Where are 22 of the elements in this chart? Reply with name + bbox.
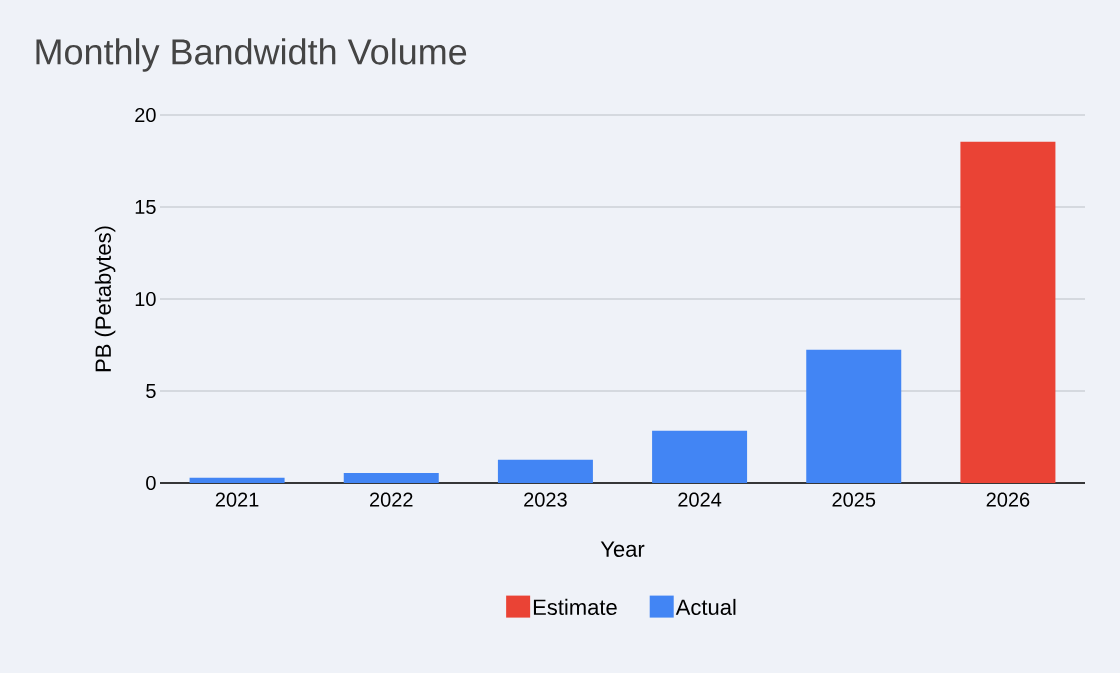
legend-label: Actual: [675, 598, 736, 616]
y-tick-label: 0: [146, 475, 156, 491]
x-axis-title: Year: [600, 541, 645, 557]
bar: [497, 459, 593, 483]
chart-title: Monthly Bandwidth Volume: [36, 38, 467, 72]
y-tick-label: 20: [135, 107, 156, 123]
y-tick-label: 5: [146, 384, 156, 398]
x-tick-label: 2021: [215, 492, 259, 507]
bar: [652, 430, 748, 483]
bar: [189, 477, 285, 483]
bar: [960, 141, 1056, 483]
x-tick-label: 2025: [832, 492, 876, 507]
y-tick-label: 15: [135, 200, 156, 214]
x-tick-label: 2026: [986, 492, 1030, 507]
x-tick-label: 2023: [524, 492, 567, 507]
y-tick-label: 10: [135, 291, 156, 307]
bar: [343, 472, 439, 483]
x-tick-label: 2022: [370, 492, 413, 507]
x-tick-label: 2024: [678, 492, 722, 507]
y-axis-title: PB (Petabytes): [94, 226, 116, 372]
bar: [806, 349, 902, 483]
legend-label: Estimate: [533, 598, 617, 616]
